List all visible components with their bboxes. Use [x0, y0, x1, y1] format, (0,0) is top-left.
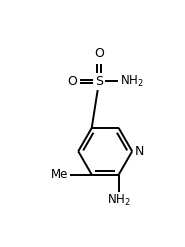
Text: O: O [67, 75, 77, 88]
Text: N: N [135, 145, 145, 158]
Text: O: O [94, 47, 104, 61]
Text: Me: Me [51, 168, 69, 181]
Text: S: S [95, 75, 103, 88]
Text: NH$_2$: NH$_2$ [120, 74, 144, 89]
Text: NH$_2$: NH$_2$ [107, 193, 131, 208]
